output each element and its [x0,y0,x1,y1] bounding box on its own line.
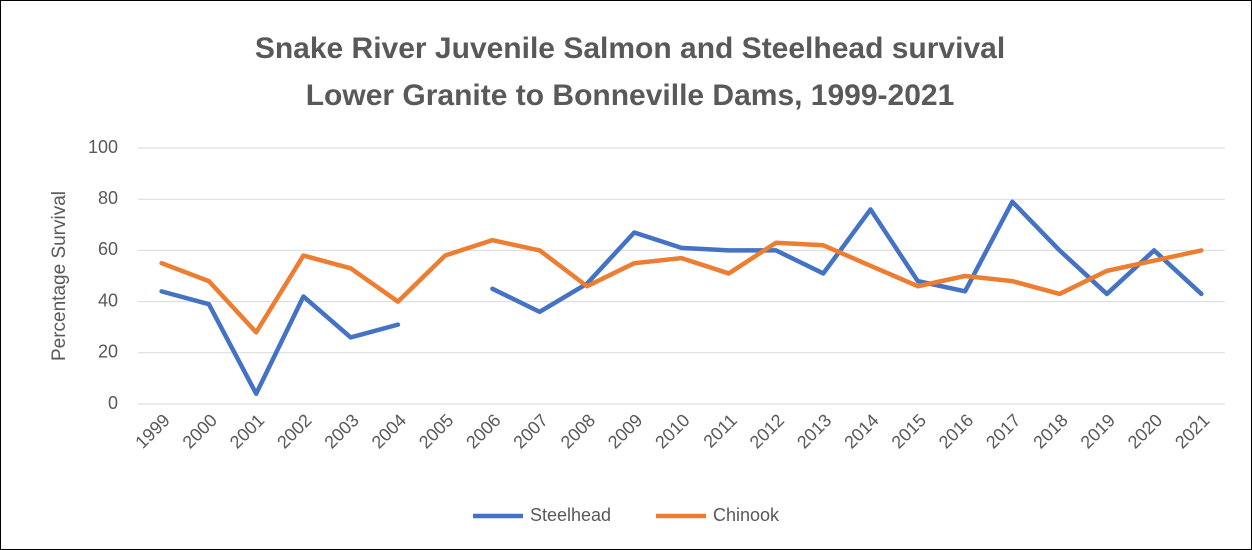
y-tick-label: 100 [88,137,118,157]
y-tick-label: 80 [98,188,118,208]
y-tick-label: 20 [98,342,118,362]
series-line [159,199,1204,397]
chart-title: Lower Granite to Bonneville Dams, 1999-2… [306,79,955,112]
y-axis-title: Percentage Survival [49,191,70,361]
chart-title: Snake River Juvenile Salmon and Steelhea… [255,32,1005,65]
y-tick-label: 0 [108,393,118,413]
y-tick-label: 60 [98,239,118,259]
y-tick-label: 40 [98,290,118,310]
legend-label: Steelhead [530,505,611,525]
legend-label: Chinook [713,505,780,525]
series-line [159,237,1204,335]
